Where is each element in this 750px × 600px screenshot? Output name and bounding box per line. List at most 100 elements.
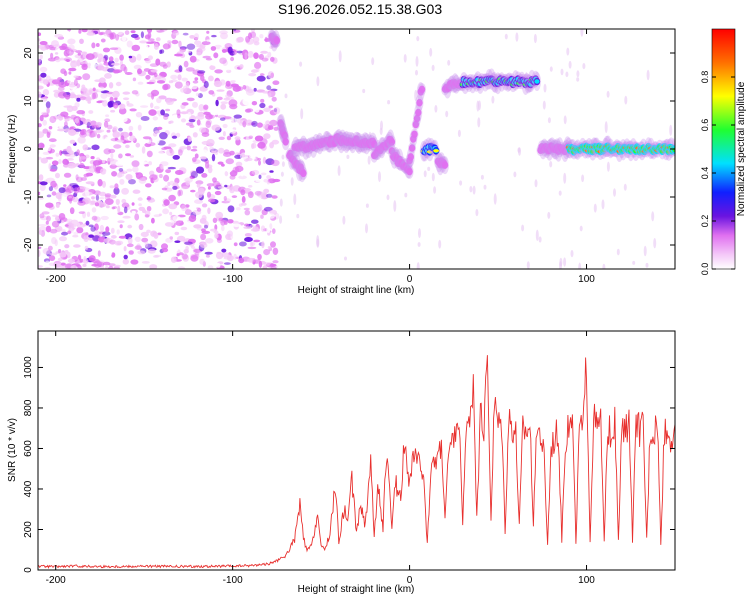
noise-blob: [67, 162, 77, 169]
noise-blob: [267, 71, 274, 79]
noise-blob: [58, 159, 62, 165]
track-blob: [406, 167, 413, 176]
noise-blob: [180, 88, 187, 93]
noise-dot: [549, 161, 553, 168]
noise-blob: [51, 191, 57, 196]
snr-x-tick-label: 0: [407, 575, 413, 586]
noise-blob: [125, 174, 133, 180]
noise-blob: [162, 208, 170, 215]
noise-blob: [233, 242, 238, 247]
noise-blob: [178, 149, 183, 156]
noise-blob: [55, 203, 60, 208]
noise-blob: [194, 33, 199, 40]
noise-blob: [156, 80, 166, 84]
noise-blob: [147, 248, 156, 254]
noise-blob: [86, 121, 91, 128]
track-blob: [408, 144, 416, 152]
noise-blob: [103, 238, 111, 244]
noise-dot: [491, 95, 495, 104]
noise-blob: [70, 114, 77, 120]
snr-panel: -200 -100 0 100 0 200 400 600 800 1000 Height of…: [7, 330, 676, 595]
noise-dot: [429, 47, 433, 57]
noise-blob: [102, 180, 106, 188]
noise-blob: [99, 168, 107, 175]
noise-blob: [218, 136, 225, 140]
noise-blob: [141, 161, 148, 165]
noise-dot: [380, 120, 383, 131]
noise-blob: [221, 48, 227, 53]
noise-blob: [272, 80, 280, 85]
noise-blob: [170, 256, 177, 263]
noise-blob: [271, 139, 280, 145]
noise-blob: [228, 99, 238, 107]
noise-blob: [184, 204, 190, 208]
noise-dot: [415, 56, 419, 67]
noise-blob: [47, 57, 57, 62]
noise-blob: [231, 195, 238, 199]
noise-blob: [218, 147, 225, 154]
spectrogram-marks: [38, 29, 675, 269]
noise-blob: [146, 139, 152, 145]
noise-blob: [80, 177, 88, 181]
noise-blob: [187, 136, 192, 142]
noise-blob: [260, 172, 267, 176]
noise-blob: [88, 255, 96, 262]
noise-blob: [51, 79, 61, 85]
noise-blob: [137, 81, 144, 85]
noise-blob: [76, 226, 84, 234]
noise-blob: [102, 47, 111, 53]
noise-blob: [83, 173, 90, 178]
noise-blob: [126, 100, 130, 105]
noise-blob: [205, 254, 210, 258]
noise-blob: [67, 158, 74, 161]
noise-blob: [109, 32, 114, 40]
noise-dot: [669, 124, 673, 136]
noise-blob: [266, 226, 271, 233]
noise-blob: [216, 263, 221, 268]
noise-blob: [118, 127, 123, 132]
noise-blob: [180, 111, 188, 115]
noise-blob: [260, 214, 264, 219]
noise-blob: [148, 161, 153, 166]
noise-blob: [177, 189, 181, 197]
noise-blob: [170, 74, 178, 80]
noise-blob: [183, 60, 189, 68]
noise-blob: [210, 203, 219, 207]
noise-blob: [123, 246, 127, 252]
noise-blob: [118, 103, 124, 110]
noise-blob: [270, 56, 275, 62]
noise-blob: [112, 126, 118, 131]
noise-blob: [197, 93, 203, 99]
noise-blob: [233, 51, 238, 55]
noise-blob: [116, 172, 123, 178]
noise-blob: [38, 78, 43, 82]
colorbar-gradient: [711, 28, 736, 270]
page-title: S196.2026.052.15.38.G03: [277, 1, 443, 17]
noise-blob: [112, 69, 121, 74]
noise-blob: [49, 228, 58, 234]
noise-blob: [42, 151, 50, 155]
noise-blob: [100, 215, 109, 221]
noise-blob: [186, 97, 195, 102]
noise-dot: [469, 186, 473, 193]
noise-blob: [175, 220, 184, 226]
noise-dot: [281, 154, 285, 160]
spec-y-tick-label: -20: [23, 237, 34, 252]
noise-blob: [103, 148, 112, 155]
noise-dot: [570, 250, 574, 258]
noise-blob: [247, 246, 257, 250]
noise-blob: [65, 30, 71, 38]
noise-blob: [66, 145, 72, 154]
noise-blob: [111, 171, 118, 177]
noise-blob: [251, 169, 260, 176]
noise-blob: [195, 166, 205, 174]
noise-blob: [53, 91, 60, 98]
noise-blob: [67, 80, 71, 84]
track-peak: [426, 150, 433, 154]
noise-blob: [233, 114, 242, 119]
noise-blob: [181, 204, 187, 212]
noise-blob: [46, 215, 51, 222]
noise-blob: [90, 99, 98, 103]
noise-blob: [238, 175, 247, 180]
